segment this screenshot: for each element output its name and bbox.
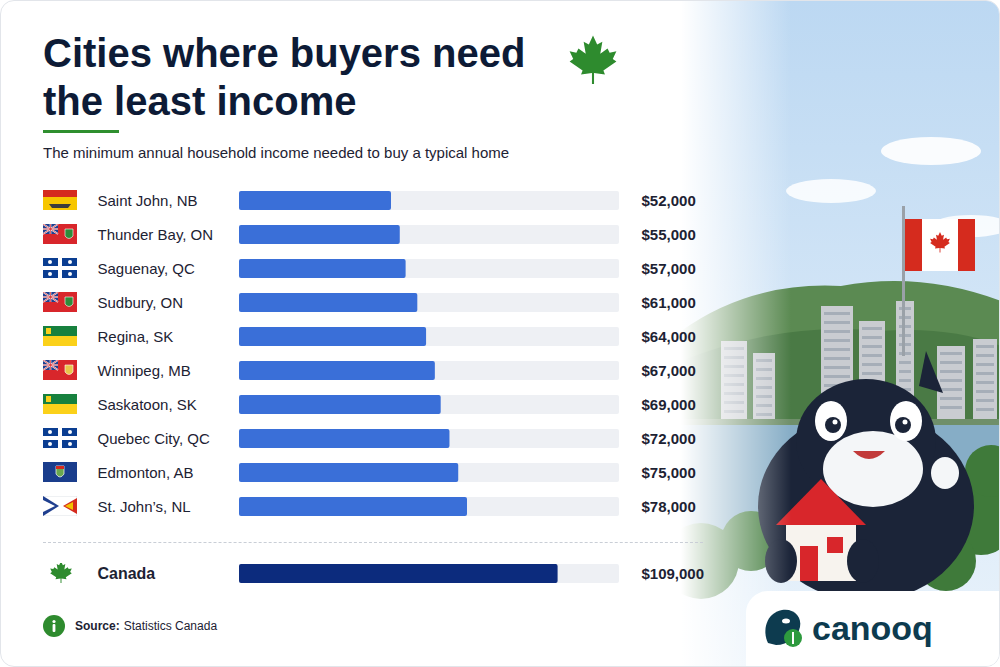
svg-text:Saguenay, QC: Saguenay, QC bbox=[98, 260, 195, 277]
svg-text:Saskatoon, SK: Saskatoon, SK bbox=[98, 396, 197, 413]
html-text:The minimum annual household i: The minimum annual household income need… bbox=[43, 144, 510, 161]
html-text:Source: Statistics Canada: Source: Statistics Canada bbox=[75, 619, 218, 633]
svg-text:Edmonton, AB: Edmonton, AB bbox=[98, 464, 194, 481]
svg-text:$109,000: $109,000 bbox=[641, 565, 704, 582]
html-text:canooq: canooq bbox=[812, 609, 933, 647]
svg-text:$72,000: $72,000 bbox=[642, 430, 696, 447]
svg-text:Sudbury, ON: Sudbury, ON bbox=[98, 294, 184, 311]
svg-text:$78,000: $78,000 bbox=[642, 498, 696, 515]
svg-text:$67,000: $67,000 bbox=[642, 362, 696, 379]
svg-text:$64,000: $64,000 bbox=[642, 328, 696, 345]
svg-text:Saint John, NB: Saint John, NB bbox=[98, 192, 198, 209]
svg-text:St. John’s, NL: St. John’s, NL bbox=[98, 498, 191, 515]
svg-text:Quebec City, QC: Quebec City, QC bbox=[98, 430, 210, 447]
svg-text:Canada: Canada bbox=[98, 565, 156, 582]
svg-text:$55,000: $55,000 bbox=[642, 226, 696, 243]
svg-text:$61,000: $61,000 bbox=[642, 294, 696, 311]
svg-text:Winnipeg, MB: Winnipeg, MB bbox=[98, 362, 191, 379]
svg-text:$69,000: $69,000 bbox=[642, 396, 696, 413]
html-text:Cities where buyers need the l: Cities where buyers need the least incom… bbox=[43, 31, 526, 123]
svg-text:Thunder Bay, ON: Thunder Bay, ON bbox=[98, 226, 214, 243]
svg-text:$75,000: $75,000 bbox=[642, 464, 696, 481]
svg-text:Regina, SK: Regina, SK bbox=[98, 328, 174, 345]
svg-text:$57,000: $57,000 bbox=[642, 260, 696, 277]
svg-text:$52,000: $52,000 bbox=[642, 192, 696, 209]
